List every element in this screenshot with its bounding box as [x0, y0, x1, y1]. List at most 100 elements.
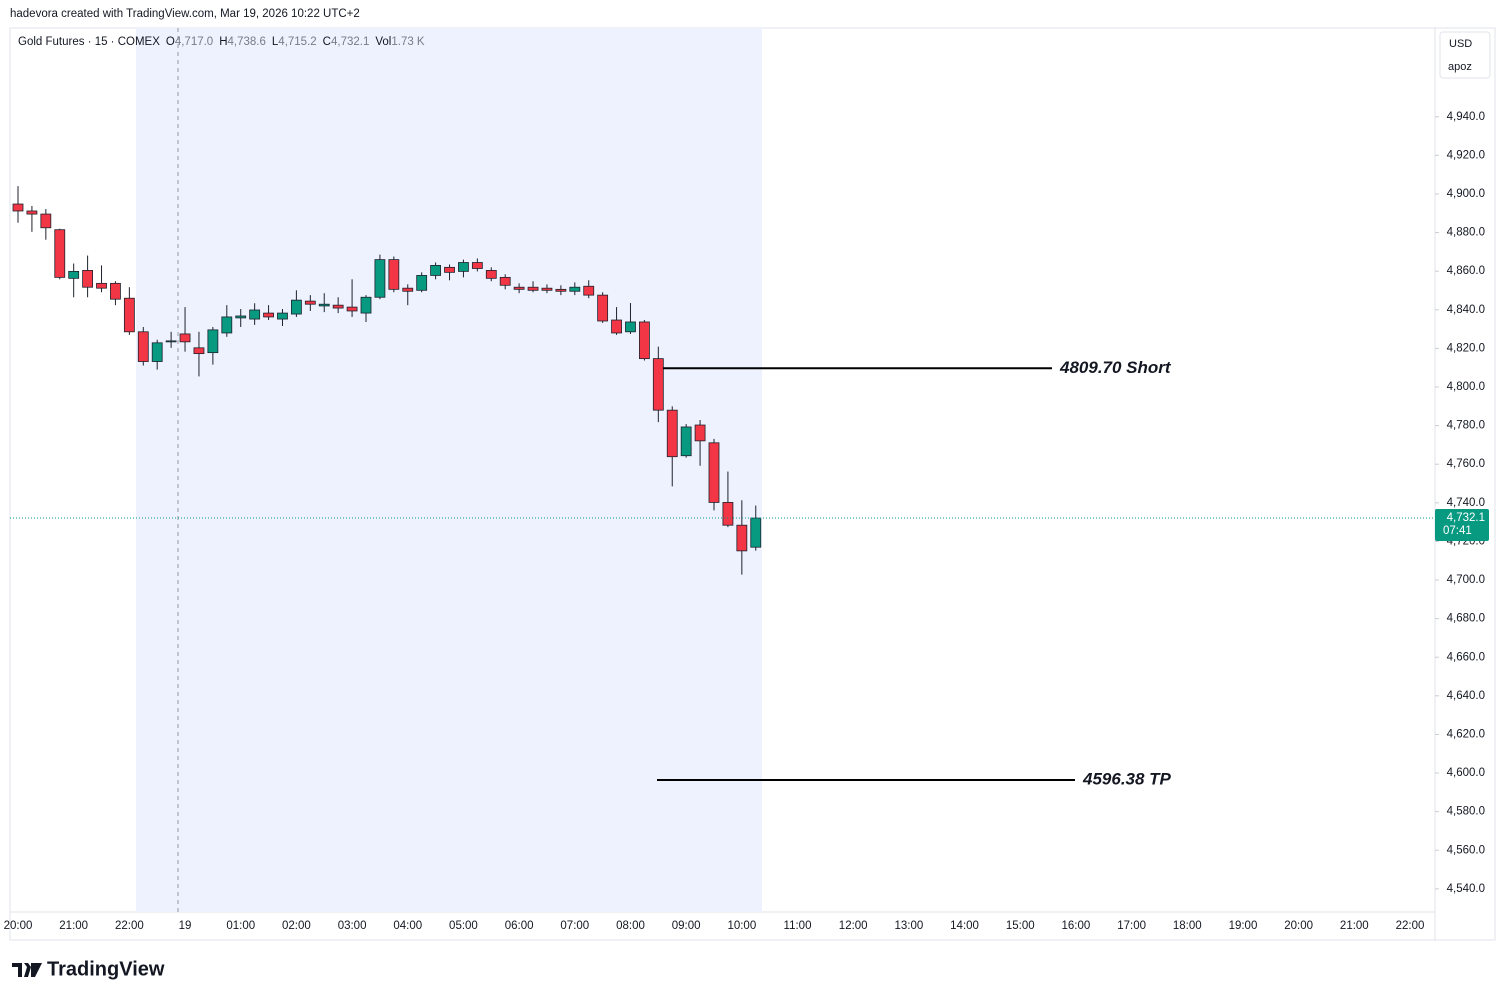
x-tick-label: 14:00	[950, 920, 979, 932]
y-tick-label: 4,840.0	[1447, 304, 1485, 316]
y-tick-label: 4,560.0	[1447, 844, 1485, 856]
candle-body	[68, 270, 80, 279]
legend-key: C	[323, 36, 331, 48]
plot	[12, 186, 762, 575]
candle-body	[694, 424, 706, 442]
x-tick-label: 18:00	[1173, 920, 1202, 932]
candle-body	[40, 213, 52, 229]
candle-body	[471, 262, 483, 269]
y-tick-label: 4,680.0	[1447, 613, 1485, 625]
candle-body	[611, 319, 622, 334]
candle-body	[750, 517, 762, 548]
x-tick-label: 16:00	[1062, 920, 1091, 932]
logo-icon	[12, 963, 42, 977]
candle-body	[513, 286, 525, 290]
y-tick-label: 4,760.0	[1447, 458, 1485, 470]
x-tick-label: 21:00	[1340, 920, 1369, 932]
candle-body	[96, 282, 107, 289]
candle-body	[110, 282, 121, 300]
candle-body	[639, 321, 650, 360]
candle-body	[221, 316, 233, 334]
y-tick-label: 4,860.0	[1447, 265, 1485, 277]
y-tick-label: 4,700.0	[1447, 574, 1485, 586]
symbol: Gold Futures · 15 · COMEX	[18, 36, 160, 48]
scale-note: apoz	[1448, 61, 1472, 73]
legend-value: 1.73 K	[391, 36, 425, 48]
x-tick-label: 22:00	[1396, 920, 1425, 932]
x-tick-label: 13:00	[894, 920, 923, 932]
candle-body	[123, 297, 135, 333]
x-tick-label: 20:00	[4, 920, 33, 932]
candle-body	[444, 266, 455, 273]
candle-body	[541, 287, 553, 291]
candle-body	[26, 210, 38, 215]
legend-key: Vol	[375, 36, 391, 48]
candle-body	[583, 285, 595, 296]
session-highlight	[136, 28, 762, 912]
y-tick-label: 4,600.0	[1447, 767, 1485, 779]
candle-body	[318, 303, 330, 307]
level-label: 4809.70 Short	[1059, 358, 1172, 377]
candle-body	[430, 265, 442, 276]
x-tick-label: 15:00	[1006, 920, 1035, 932]
header: hadevora created with TradingView.com, M…	[10, 8, 360, 20]
candle-body	[193, 347, 205, 355]
y-tick-label: 4,640.0	[1447, 690, 1485, 702]
candle-body	[625, 321, 636, 333]
x-tick-label: 07:00	[560, 920, 589, 932]
candle-body	[374, 259, 386, 298]
y-tick-label: 4,740.0	[1447, 497, 1485, 509]
y-tick-label: 4,820.0	[1447, 342, 1485, 354]
x-tick-label: 06:00	[505, 920, 534, 932]
last-price-label: 4,732.1	[1447, 512, 1485, 524]
x-tick-label: 17:00	[1117, 920, 1146, 932]
candle-body	[207, 329, 219, 354]
candle-body	[499, 276, 511, 286]
candle-body	[249, 309, 261, 320]
candle-body	[151, 342, 163, 362]
candle-body	[736, 524, 748, 552]
last-price-badge	[1435, 509, 1489, 542]
candle-body	[290, 299, 302, 315]
candle-body	[346, 306, 358, 312]
candle-body	[165, 340, 177, 343]
candle-body	[652, 358, 664, 411]
candle-body	[597, 294, 609, 322]
currency: USD	[1449, 38, 1472, 50]
x-tick-label: 01:00	[226, 920, 255, 932]
candle-body	[360, 296, 372, 314]
x-tick-label: 20:00	[1284, 920, 1313, 932]
x-tick-label: 11:00	[784, 920, 812, 932]
legend-key: O	[166, 36, 175, 48]
y-tick-label: 4,800.0	[1447, 381, 1485, 393]
y-tick-label: 4,880.0	[1447, 227, 1485, 239]
legend: Gold Futures · 15 · COMEX O4,717.0 H4,738.…	[18, 36, 425, 48]
legend-value: 4,732.1	[331, 36, 369, 48]
candle-body	[277, 312, 288, 320]
candle-body	[666, 409, 678, 458]
candle-body	[555, 288, 567, 292]
x-tick-label: 03:00	[338, 920, 367, 932]
y-tick-label: 4,540.0	[1447, 883, 1485, 895]
x-tick-label: 08:00	[616, 920, 645, 932]
x-tick-label: 04:00	[393, 920, 422, 932]
candle-body	[137, 331, 149, 362]
y-tick-label: 4,920.0	[1447, 149, 1485, 161]
x-tick-label: 02:00	[282, 920, 311, 932]
footer: TradingView	[47, 958, 165, 980]
candle-body	[708, 442, 720, 503]
candle-body	[402, 287, 414, 292]
legend-value: 4,717.0	[175, 36, 213, 48]
candle-body	[82, 270, 93, 288]
y-tick-label: 4,940.0	[1447, 111, 1485, 123]
currency-box[interactable]	[1439, 31, 1491, 79]
y-tick-label: 4,580.0	[1447, 806, 1485, 818]
legend-value: 4,715.2	[278, 36, 316, 48]
candle-body	[680, 426, 692, 457]
y-tick-label: 4,620.0	[1447, 728, 1485, 740]
legend-value: 4,738.6	[228, 36, 266, 48]
x-tick-label: 09:00	[672, 920, 701, 932]
x-tick-label: 12:00	[839, 920, 868, 932]
x-tick-label: 10:00	[727, 920, 756, 932]
